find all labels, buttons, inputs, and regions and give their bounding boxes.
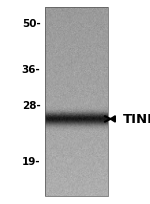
- Polygon shape: [110, 116, 115, 122]
- Text: TINP1: TINP1: [123, 113, 150, 126]
- Text: 36-: 36-: [22, 64, 40, 74]
- Text: 19-: 19-: [22, 156, 40, 166]
- Bar: [45, 8, 108, 196]
- Text: 28-: 28-: [22, 100, 40, 110]
- Text: 50-: 50-: [22, 19, 40, 28]
